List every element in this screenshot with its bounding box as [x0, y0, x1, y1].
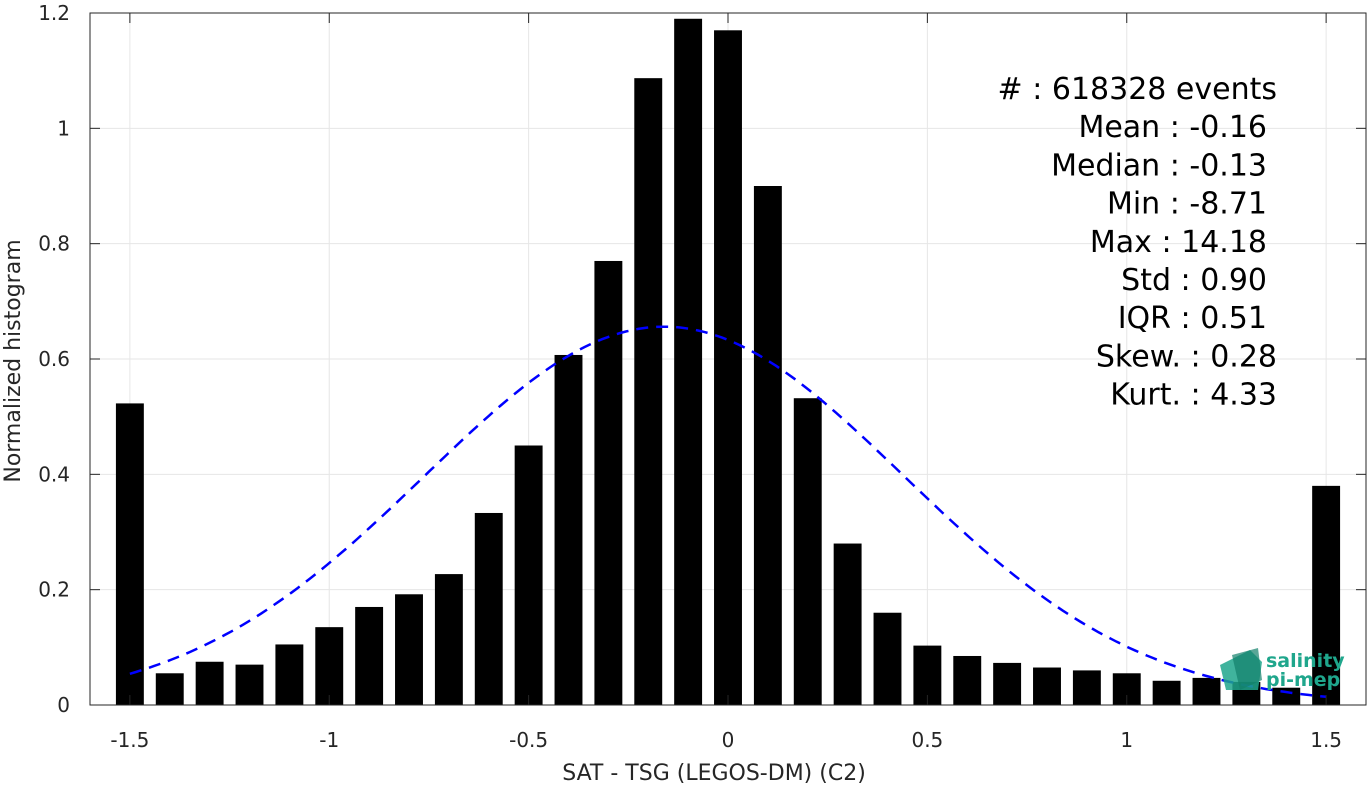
histogram-bar [355, 606, 384, 705]
histogram-bar [993, 662, 1022, 705]
histogram-bar [1192, 677, 1221, 705]
x-tick-label: -1 [319, 728, 339, 752]
logo-text-pimep: pi-mep [1266, 669, 1340, 691]
histogram-bar [434, 574, 463, 705]
histogram-bar [1272, 687, 1301, 705]
histogram-bar [793, 398, 822, 705]
x-axis-label: SAT - TSG (LEGOS-DM) (C2) [562, 761, 866, 785]
y-tick-label: 1 [57, 116, 70, 140]
gaussian-fit-curve [129, 325, 1327, 699]
y-tick-label: 0.2 [38, 578, 70, 602]
logo-text-salinity: salinity [1266, 650, 1345, 672]
histogram-bar [395, 594, 423, 705]
histogram-bar [873, 612, 902, 705]
histogram-bar [275, 644, 304, 705]
y-tick-label: 0.4 [38, 462, 70, 486]
histogram-bar [833, 543, 862, 705]
histogram-bars [115, 18, 1341, 706]
x-tick-label: -0.5 [509, 728, 548, 752]
histogram-bar [594, 260, 623, 705]
histogram-bar [315, 627, 344, 705]
stats-line: IQR : 0.51 [1118, 301, 1267, 336]
histogram-bar [155, 673, 184, 705]
stats-line: Median : -0.13 [1051, 148, 1267, 183]
histogram-bar [1033, 667, 1061, 705]
x-tick-label: 0 [722, 728, 735, 752]
x-tick-label: 1 [1120, 728, 1133, 752]
y-tick-label: 1.2 [38, 1, 70, 25]
stats-line: Kurt. : 4.33 [1110, 378, 1277, 413]
y-axis-label: Normalized histogram [1, 239, 26, 482]
histogram-bar [115, 403, 144, 705]
y-axis-ticks: 0 0.2 0.4 0.6 0.8 1 1.2 [38, 1, 1366, 717]
histogram-bar [953, 655, 982, 705]
stats-line: Max : 14.18 [1090, 225, 1267, 260]
stats-line: # : 618328 events [998, 72, 1277, 107]
salinity-pimep-logo: salinity pi-mep [1220, 648, 1345, 691]
histogram-bar [753, 186, 782, 705]
histogram-bar [235, 664, 264, 705]
histogram-bar [474, 512, 503, 705]
y-tick-label: 0.8 [38, 232, 70, 256]
histogram-bar [1152, 680, 1181, 705]
stats-line: Skew. : 0.28 [1096, 339, 1277, 374]
histogram-bar [1312, 485, 1341, 705]
x-axis-ticks: -1.5 -1 -0.5 0 0.5 1 1.5 [110, 13, 1342, 752]
y-tick-label: 0.6 [38, 347, 70, 371]
histogram-bar [714, 30, 742, 706]
y-tick-label: 0 [57, 693, 70, 717]
histogram-bar [195, 661, 224, 705]
histogram-bar [1072, 670, 1101, 705]
stats-line: Std : 0.90 [1121, 263, 1267, 298]
x-tick-label: -1.5 [110, 728, 149, 752]
stats-line: Mean : -0.16 [1078, 110, 1267, 145]
histogram-bar [554, 354, 583, 705]
histogram-bar [674, 18, 703, 706]
x-tick-label: 0.5 [911, 728, 943, 752]
logo-mark-icon [1220, 648, 1262, 690]
stats-line: Min : -8.71 [1107, 187, 1267, 222]
histogram-bar [634, 78, 663, 705]
x-tick-label: 1.5 [1310, 728, 1342, 752]
histogram-bar [514, 445, 543, 705]
